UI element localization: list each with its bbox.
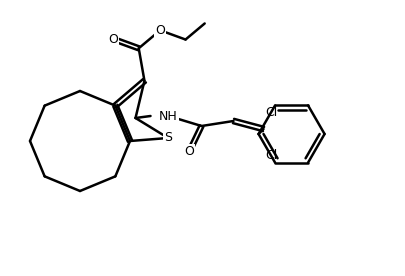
Text: S: S (164, 131, 172, 145)
Text: NH: NH (159, 110, 177, 123)
Text: O: O (108, 33, 118, 46)
Text: Cl: Cl (264, 106, 277, 119)
Text: O: O (184, 145, 194, 158)
Text: O: O (155, 24, 165, 37)
Text: Cl: Cl (264, 149, 277, 162)
